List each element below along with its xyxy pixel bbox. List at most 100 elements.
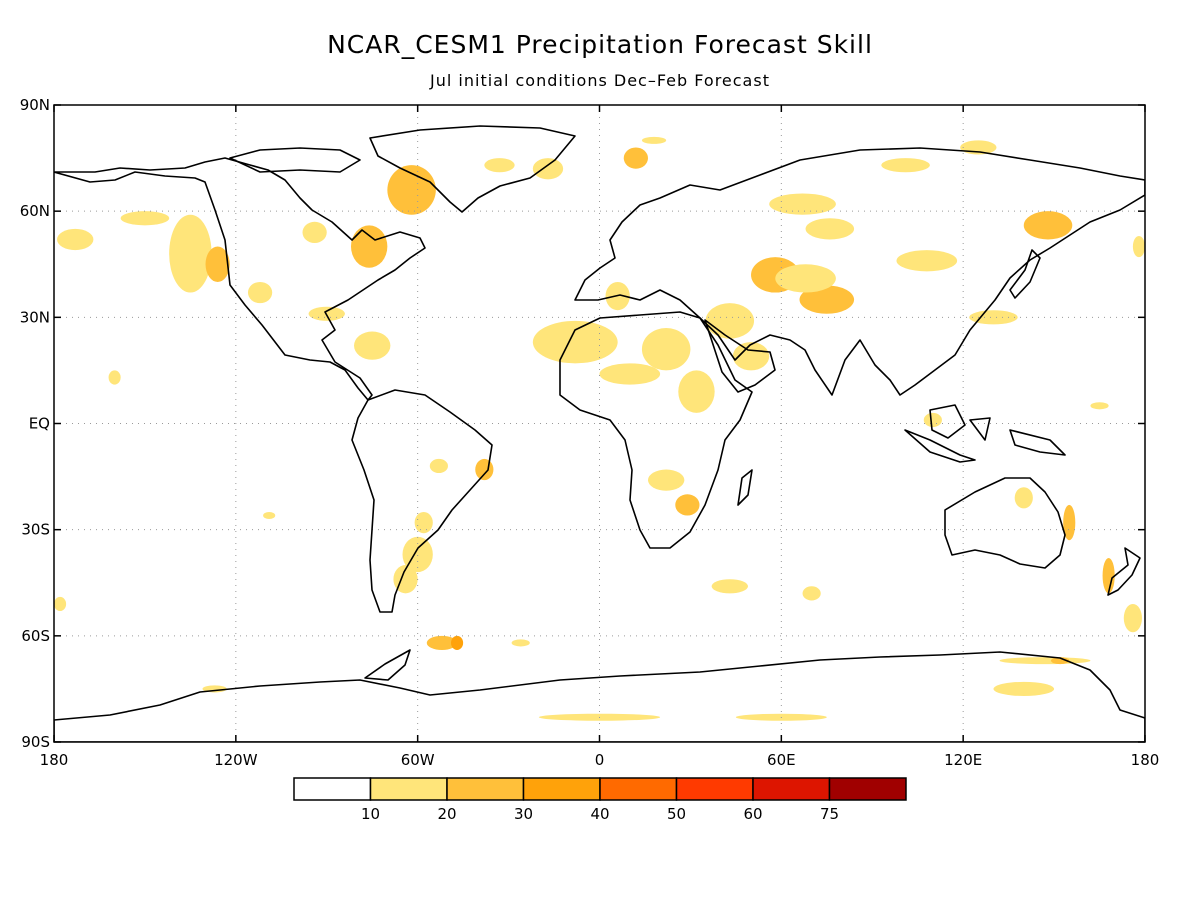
skill-region xyxy=(711,579,748,594)
skill-region xyxy=(484,158,515,173)
skill-region xyxy=(426,635,458,650)
skill-region xyxy=(599,363,661,385)
colorbar-swatch xyxy=(828,777,907,801)
lon-tick-label: 180 xyxy=(1131,751,1160,769)
lat-tick-label: 30N xyxy=(20,308,50,326)
skill-region xyxy=(1063,504,1076,541)
lon-tick-label: 120W xyxy=(214,751,258,769)
skill-region xyxy=(402,536,433,573)
skill-region xyxy=(475,458,494,481)
skill-region xyxy=(1102,557,1115,594)
skill-shading-layer xyxy=(54,136,1145,721)
coast-north-america xyxy=(54,157,426,401)
skill-region xyxy=(451,635,464,650)
skill-region xyxy=(1014,487,1033,509)
skill-region xyxy=(999,657,1091,665)
skill-region xyxy=(532,320,618,364)
skill-region xyxy=(647,469,685,491)
skill-region xyxy=(896,250,958,272)
skill-region xyxy=(675,494,700,516)
map-subtitle: Jul initial conditions Dec–Feb Forecast xyxy=(429,71,770,90)
skill-region xyxy=(969,310,1018,325)
skill-region xyxy=(120,211,170,226)
skill-region xyxy=(799,285,855,314)
map-title: NCAR_CESM1 Precipitation Forecast Skill xyxy=(327,30,873,59)
coast-arabia xyxy=(704,319,776,393)
skill-region xyxy=(387,165,436,215)
lon-tick-label: 60E xyxy=(767,751,796,769)
coast-eurasia xyxy=(574,147,1145,396)
skill-region xyxy=(414,511,433,534)
skill-region xyxy=(354,331,391,360)
coast-madagascar xyxy=(737,469,753,506)
colorbar-swatch xyxy=(522,777,601,801)
skill-region xyxy=(678,370,715,413)
skill-region xyxy=(429,458,448,474)
skill-region xyxy=(54,596,67,612)
skill-region xyxy=(1023,211,1073,240)
skill-region xyxy=(993,681,1055,696)
coast-south-america xyxy=(351,389,493,613)
skill-region xyxy=(732,342,770,371)
skill-region xyxy=(802,586,821,601)
skill-region xyxy=(1123,603,1142,633)
skill-region xyxy=(1090,402,1109,410)
colorbar-swatch xyxy=(369,777,448,801)
colorbar: 10 20 30 40 50 60 75 xyxy=(293,777,907,823)
coastlines xyxy=(54,125,1145,742)
skill-region xyxy=(881,158,930,173)
colorbar-label: 60 xyxy=(743,805,762,823)
lat-tick-label: 30S xyxy=(21,521,50,539)
skill-region xyxy=(641,327,691,371)
colorbar-label: 30 xyxy=(514,805,533,823)
skill-region xyxy=(57,228,94,251)
skill-region xyxy=(205,246,230,282)
coast-maritime-continent xyxy=(904,404,1066,463)
colorbar-swatch xyxy=(599,777,678,801)
skill-region xyxy=(350,225,388,268)
lon-tick-label: 0 xyxy=(595,751,605,769)
coast-new-zealand xyxy=(1107,547,1141,596)
lat-tick-label: 60N xyxy=(20,202,50,220)
skill-region xyxy=(169,214,212,293)
coast-antarctica xyxy=(54,651,1145,742)
coast-africa xyxy=(559,311,753,549)
colorbar-label: 50 xyxy=(667,805,686,823)
skill-region xyxy=(641,136,667,144)
lon-tick-label: 120E xyxy=(944,751,982,769)
skill-region xyxy=(775,264,836,293)
coast-australia xyxy=(944,477,1066,569)
coast-arctic-islands xyxy=(229,147,361,173)
lon-tick-label: 60W xyxy=(401,751,435,769)
skill-region xyxy=(263,511,276,520)
colorbar-swatch xyxy=(752,777,831,801)
skill-region xyxy=(705,303,755,339)
lat-tick-label: 90N xyxy=(20,96,50,114)
skill-region xyxy=(1132,235,1145,258)
coast-japan xyxy=(1009,249,1041,299)
skill-region xyxy=(769,193,836,215)
skill-region xyxy=(532,158,564,180)
colorbar-swatch xyxy=(293,777,372,801)
skill-region xyxy=(511,639,530,647)
colorbar-label: 75 xyxy=(820,805,839,823)
lat-tick-label: 90S xyxy=(21,733,50,751)
colorbar-label: 40 xyxy=(590,805,609,823)
skill-region xyxy=(805,218,855,240)
coast-antarctic-peninsula xyxy=(364,649,411,681)
colorbar-label: 10 xyxy=(361,805,380,823)
skill-region xyxy=(302,221,327,244)
skill-region xyxy=(1051,657,1070,665)
graticule xyxy=(54,105,1145,742)
colorbar-swatch xyxy=(675,777,754,801)
colorbar-swatch xyxy=(446,777,525,801)
skill-region xyxy=(393,565,418,594)
colorbar-label: 20 xyxy=(437,805,456,823)
skill-region xyxy=(247,281,273,304)
skill-region xyxy=(923,412,942,428)
lon-tick-label: 180 xyxy=(40,751,69,769)
lat-tick-label: EQ xyxy=(29,415,50,433)
coast-greenland xyxy=(369,125,576,213)
